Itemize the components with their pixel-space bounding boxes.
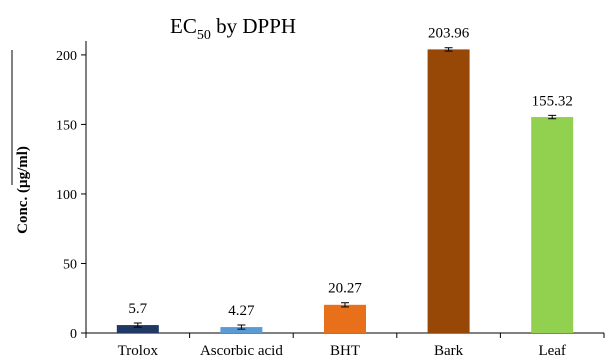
- category-label: Leaf: [538, 343, 565, 359]
- bars: 5.7 4.27 20.27 203.96 155.32: [116, 26, 574, 334]
- data-label: 20.27: [328, 281, 362, 297]
- bar-ascorbic-acid: [220, 327, 263, 333]
- category-label: BHT: [330, 343, 360, 359]
- data-label: 5.7: [128, 301, 147, 317]
- y-tick-label: 100: [56, 188, 77, 203]
- bar-bark: [427, 49, 470, 334]
- bar-bht: [324, 304, 366, 333]
- y-tick-label: 150: [56, 118, 77, 133]
- data-label: 155.32: [532, 93, 573, 109]
- x-axis: Trolox Ascorbic acid BHT Bark Leaf: [85, 332, 605, 359]
- category-label: Ascorbic acid: [200, 343, 283, 359]
- data-label: 203.96: [428, 26, 470, 42]
- y-tick-label: 200: [56, 49, 77, 64]
- category-label: Bark: [434, 343, 464, 359]
- y-tick-label: 50: [63, 257, 77, 272]
- chart-title: EC50 by DPPH: [170, 14, 296, 43]
- y-axis: 0 50 100 150 200: [56, 41, 87, 342]
- y-tick-label: 0: [70, 327, 77, 342]
- bar-leaf: [531, 117, 574, 333]
- data-label: 4.27: [228, 303, 255, 319]
- category-label: Trolox: [118, 343, 159, 359]
- y-axis-label: Conc. (µg/ml): [15, 146, 31, 234]
- bar-trolox: [116, 325, 159, 333]
